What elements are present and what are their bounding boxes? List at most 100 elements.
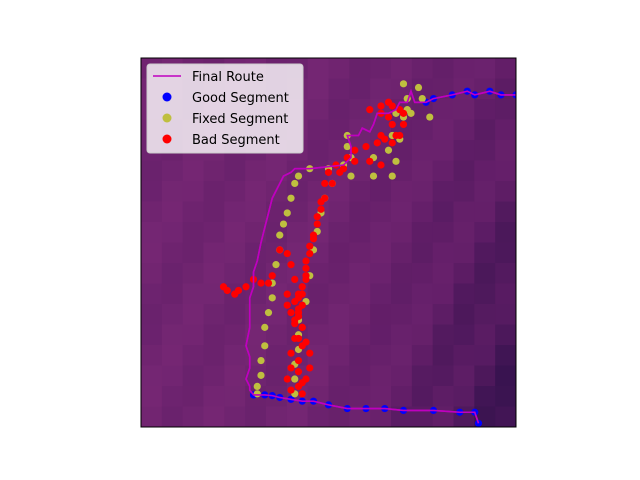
- bad-segment-point: [388, 139, 396, 147]
- heatmap-cell: [224, 222, 246, 243]
- heatmap-cell: [495, 99, 516, 120]
- bad-segment-point: [298, 323, 306, 331]
- heatmap-cell: [328, 406, 350, 427]
- bad-segment-point: [351, 146, 359, 154]
- heatmap-cell: [182, 242, 204, 264]
- heatmap-cell: [307, 160, 329, 182]
- heatmap-cell: [245, 304, 267, 325]
- heatmap-cell: [391, 365, 413, 387]
- heatmap-cell: [349, 181, 371, 202]
- heatmap-cell: [432, 263, 454, 284]
- bad-segment-point: [287, 349, 295, 357]
- heatmap-cell: [453, 324, 475, 346]
- heatmap-cell: [245, 242, 267, 264]
- heatmap-cell: [391, 304, 413, 325]
- heatmap-cell: [453, 386, 475, 407]
- heatmap-cell: [203, 283, 225, 305]
- heatmap-cell: [141, 242, 163, 264]
- heatmap-cell: [224, 365, 246, 387]
- legend-marker-fixed-segment: [162, 113, 172, 123]
- heatmap-cell: [411, 283, 434, 305]
- heatmap-cell: [432, 242, 454, 264]
- heatmap-cell: [224, 242, 246, 264]
- fixed-segment-point: [388, 172, 396, 180]
- bad-segment-point: [294, 382, 303, 391]
- heatmap-cell: [474, 222, 496, 243]
- heatmap-cell: [495, 160, 516, 182]
- heatmap-cell: [495, 304, 516, 325]
- heatmap-cell: [432, 201, 454, 223]
- bad-segment-point: [306, 349, 314, 357]
- heatmap-cell: [349, 58, 371, 79]
- heatmap-cell: [307, 78, 329, 100]
- heatmap-cell: [411, 263, 434, 284]
- final-route-line: [245, 88, 516, 424]
- heatmap-cell: [203, 386, 225, 407]
- bad-segment-point: [306, 249, 314, 258]
- bad-segment-point: [298, 390, 306, 398]
- bad-segment-point: [306, 364, 314, 372]
- heatmap-cell: [495, 406, 516, 427]
- fixed-segment-point: [294, 172, 303, 180]
- heatmap-cell: [411, 160, 434, 182]
- heatmap-cell: [182, 365, 204, 387]
- heatmap-cell: [411, 365, 434, 387]
- heatmap-cell: [370, 222, 392, 243]
- heatmap-cell: [266, 201, 288, 223]
- heatmap-cell: [182, 222, 204, 243]
- bad-segment-point: [366, 106, 374, 114]
- bad-segment-point: [291, 334, 299, 343]
- heatmap-cell: [453, 201, 475, 223]
- heatmap-cell: [432, 119, 454, 141]
- heatmap-cell: [411, 345, 434, 366]
- heatmap-cell: [245, 406, 267, 427]
- heatmap-cell: [161, 160, 184, 182]
- heatmap-cell: [495, 201, 516, 223]
- bad-segment-point: [294, 368, 303, 376]
- heatmap-cell: [432, 140, 454, 161]
- heatmap-cell: [432, 283, 454, 305]
- heatmap-cell: [411, 324, 434, 346]
- heatmap-cell: [224, 386, 246, 407]
- heatmap-cell: [182, 386, 204, 407]
- heatmap-cell: [224, 160, 246, 182]
- bad-segment-point: [287, 261, 295, 269]
- points-layer: [219, 80, 516, 427]
- heatmap-cell: [161, 345, 184, 366]
- heatmap-cell: [161, 181, 184, 202]
- heatmap-cell: [182, 406, 204, 427]
- heatmap-cell: [203, 263, 225, 284]
- heatmap-cell: [328, 242, 350, 264]
- fixed-segment-point: [257, 356, 265, 365]
- heatmap-cell: [349, 263, 371, 284]
- heatmap-cell: [495, 242, 516, 264]
- heatmap-cell: [141, 181, 163, 202]
- heatmap-cell: [161, 365, 184, 387]
- bad-segment-point: [313, 220, 321, 228]
- heatmap-cell: [453, 406, 475, 427]
- heatmap-cell: [391, 386, 413, 407]
- fixed-segment-point: [261, 323, 269, 331]
- heatmap-cell: [411, 201, 434, 223]
- bad-segment-point: [381, 135, 389, 143]
- heatmap-cell: [203, 304, 225, 325]
- heatmap-cell: [245, 365, 267, 387]
- heatmap-cell: [286, 406, 309, 427]
- bad-segment-point: [317, 198, 325, 206]
- heatmap-cell: [474, 283, 496, 305]
- heatmap-cell: [224, 406, 246, 427]
- heatmap-cell: [141, 263, 163, 284]
- heatmap-cell: [266, 304, 288, 325]
- bad-segment-point: [276, 246, 284, 254]
- bad-segment-point: [287, 364, 295, 372]
- heatmap-cell: [474, 181, 496, 202]
- heatmap-cell: [328, 201, 350, 223]
- heatmap-cell: [161, 386, 184, 407]
- heatmap-cell: [328, 99, 350, 120]
- bad-segment-point: [399, 109, 408, 117]
- heatmap-cell: [224, 304, 246, 325]
- heatmap-cell: [474, 119, 496, 141]
- heatmap-cell: [411, 304, 434, 325]
- bad-segment-point: [309, 231, 318, 239]
- heatmap-cell: [495, 263, 516, 284]
